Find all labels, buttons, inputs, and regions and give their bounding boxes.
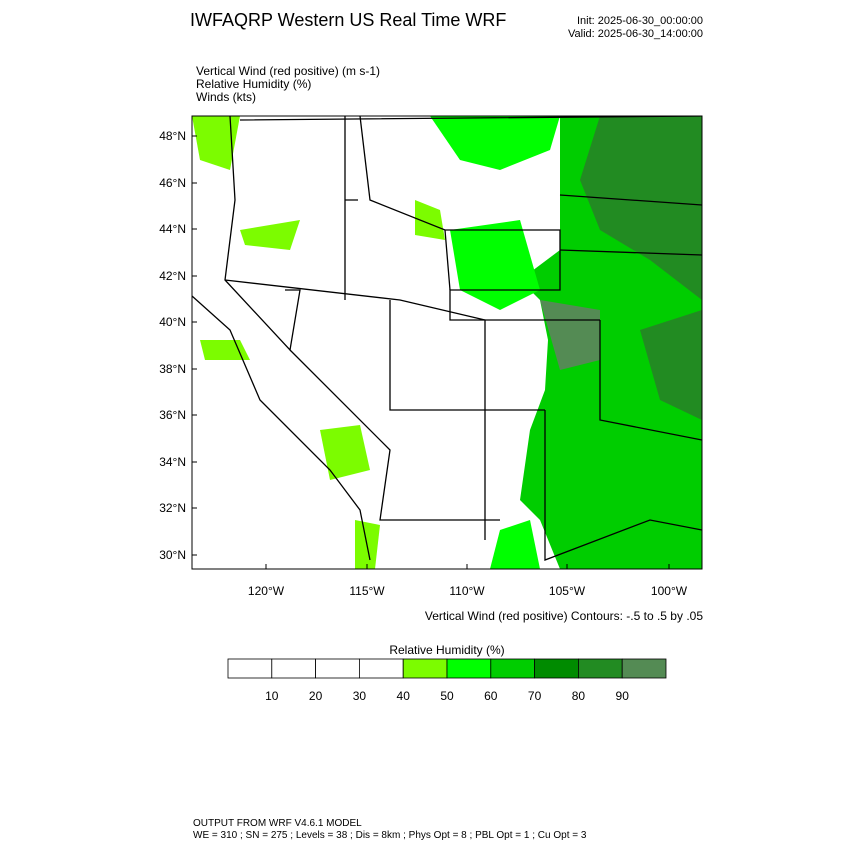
colorbar-box — [271, 658, 316, 679]
colorbar-box — [621, 658, 667, 679]
map-content — [192, 116, 702, 569]
colorbar-tick-label: 60 — [484, 689, 498, 703]
footer: OUTPUT FROM WRF V4.6.1 MODEL — [193, 818, 362, 829]
lon-label: 110°W — [449, 584, 485, 598]
valid: Valid: 2025-06-30_14:00:00 — [568, 28, 703, 40]
colorbar-tick-label: 90 — [616, 689, 630, 703]
colorbar-tick-label: 20 — [309, 689, 323, 703]
colorbar-box — [315, 658, 360, 679]
lon-label: 105°W — [549, 584, 586, 598]
colorbar-title: Relative Humidity (%) — [389, 643, 504, 657]
field: Relative Humidity (%) — [196, 77, 311, 91]
colorbar-box — [227, 658, 273, 679]
colorbar-tick-label: 40 — [397, 689, 411, 703]
lat-label: 48°N — [159, 129, 186, 143]
lon-label: 120°W — [248, 584, 285, 598]
colorbar-box — [534, 658, 579, 679]
colorbar-tick-label: 80 — [572, 689, 586, 703]
lat-label: 34°N — [159, 455, 186, 469]
footer: WE = 310 ; SN = 275 ; Levels = 38 ; Dis … — [193, 830, 587, 841]
colorbar-tick-label: 10 — [265, 689, 279, 703]
lat-label: 30°N — [159, 548, 186, 562]
colorbar-box — [446, 658, 492, 679]
lat-label: 32°N — [159, 501, 186, 515]
init: Init: 2025-06-30_00:00:00 — [577, 15, 703, 27]
colorbar-tick-label: 50 — [440, 689, 454, 703]
lat-label: 36°N — [159, 408, 186, 422]
lon-label: 115°W — [349, 584, 385, 598]
colorbar-tick-label: 30 — [353, 689, 367, 703]
field: Vertical Wind (red positive) (m s-1) — [196, 64, 380, 78]
contour-note: Vertical Wind (red positive) Contours: -… — [425, 609, 703, 623]
field: Winds (kts) — [196, 90, 256, 104]
lat-label: 44°N — [159, 222, 186, 236]
lat-label: 42°N — [159, 269, 186, 283]
lat-label: 38°N — [159, 362, 186, 376]
colorbar-box — [578, 658, 623, 679]
colorbar-box — [490, 658, 535, 679]
colorbar-tick-label: 70 — [528, 689, 542, 703]
colorbar-box — [402, 658, 448, 679]
title: IWFAQRP Western US Real Time WRF — [190, 10, 506, 30]
map-frame — [191, 115, 703, 570]
lat-label: 46°N — [159, 176, 186, 190]
lat-label: 40°N — [159, 315, 186, 329]
colorbar-box — [358, 658, 404, 679]
lon-label: 100°W — [651, 584, 688, 598]
